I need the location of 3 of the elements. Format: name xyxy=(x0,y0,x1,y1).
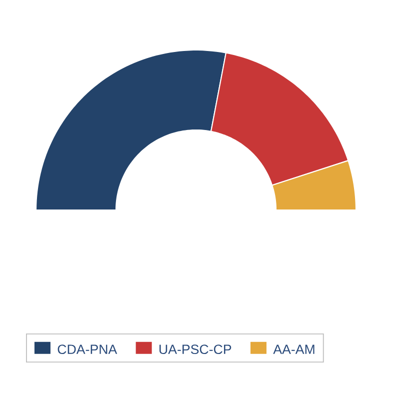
legend-label: UA-PSC-CP xyxy=(160,344,232,354)
legend-label: AA-AM xyxy=(273,344,314,354)
legend-label: CDA-PNA xyxy=(58,344,118,354)
